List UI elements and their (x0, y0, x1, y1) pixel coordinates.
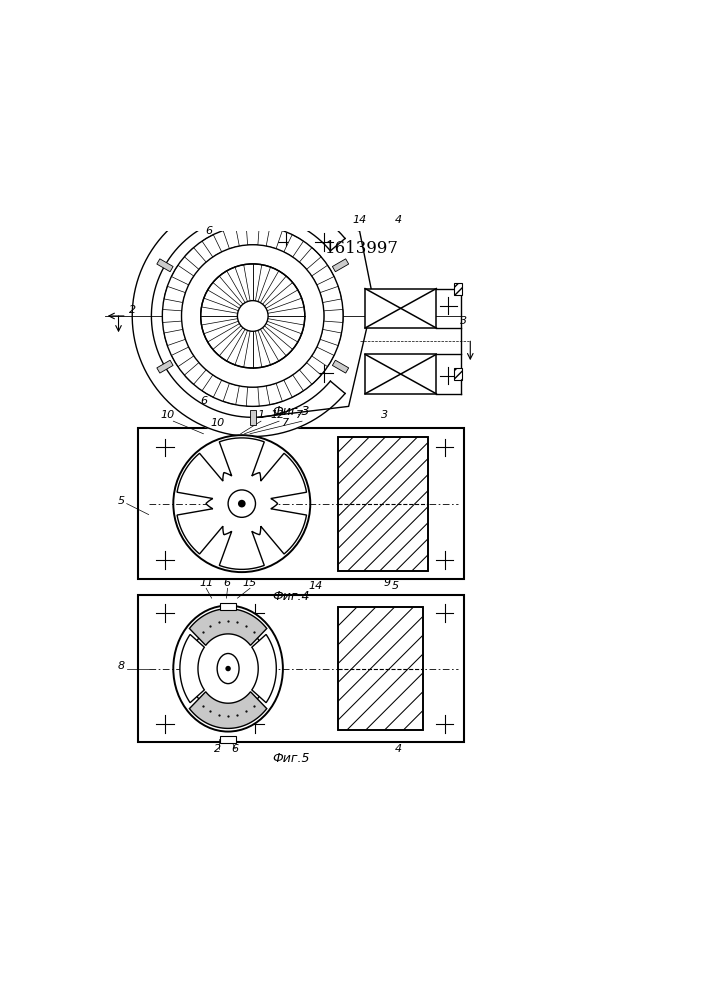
Polygon shape (250, 410, 256, 425)
Polygon shape (246, 387, 259, 406)
Polygon shape (299, 248, 321, 269)
Bar (338, 607, 423, 730)
Polygon shape (284, 235, 303, 257)
Polygon shape (180, 634, 204, 703)
Circle shape (238, 500, 245, 507)
Text: Фиг.4: Фиг.4 (272, 590, 310, 603)
Text: 3: 3 (380, 410, 388, 420)
Polygon shape (177, 438, 307, 569)
Polygon shape (157, 259, 173, 272)
Polygon shape (163, 309, 182, 322)
Polygon shape (132, 195, 345, 437)
Circle shape (238, 301, 268, 331)
Bar (365, 354, 436, 394)
Circle shape (228, 490, 255, 517)
Bar (454, 368, 462, 380)
Ellipse shape (173, 606, 283, 732)
Text: 14: 14 (353, 215, 367, 225)
Polygon shape (312, 347, 334, 367)
Circle shape (201, 264, 305, 368)
Ellipse shape (217, 653, 239, 684)
Polygon shape (267, 227, 282, 249)
Polygon shape (267, 383, 282, 405)
Polygon shape (185, 248, 206, 269)
Text: 6: 6 (232, 744, 239, 754)
Polygon shape (202, 375, 222, 397)
Text: 6: 6 (223, 578, 230, 588)
Text: 8: 8 (117, 661, 125, 671)
Text: 3: 3 (460, 316, 467, 326)
Text: 1613997: 1613997 (325, 240, 399, 257)
Polygon shape (171, 265, 194, 285)
Bar (138, 595, 464, 742)
Polygon shape (157, 360, 173, 373)
Text: 12: 12 (270, 410, 284, 420)
Text: 15: 15 (243, 578, 257, 588)
Text: 5: 5 (117, 496, 125, 506)
Circle shape (173, 435, 310, 572)
Circle shape (182, 245, 324, 387)
Polygon shape (284, 375, 303, 397)
Text: 7: 7 (296, 410, 303, 420)
Text: 6: 6 (200, 396, 207, 406)
Polygon shape (324, 309, 343, 322)
Text: Фиг.3: Фиг.3 (272, 405, 310, 418)
Polygon shape (223, 227, 239, 249)
Polygon shape (332, 259, 349, 272)
Polygon shape (189, 609, 267, 645)
Text: 9: 9 (383, 578, 390, 588)
Text: 2: 2 (129, 305, 136, 315)
Text: 4: 4 (395, 744, 402, 754)
Polygon shape (185, 363, 206, 384)
Bar (138, 428, 464, 579)
Polygon shape (312, 265, 334, 285)
Text: 1: 1 (257, 410, 264, 420)
Text: 10: 10 (160, 410, 175, 420)
Text: 5: 5 (392, 581, 399, 591)
Text: 6: 6 (205, 226, 213, 236)
Text: 14: 14 (309, 581, 323, 591)
Polygon shape (246, 226, 259, 245)
Bar (454, 283, 462, 295)
Polygon shape (189, 692, 267, 728)
Bar (338, 437, 428, 571)
Polygon shape (164, 286, 185, 303)
Polygon shape (202, 235, 222, 257)
Polygon shape (332, 360, 349, 373)
Text: 4: 4 (395, 215, 402, 225)
Bar (338, 607, 423, 730)
Polygon shape (320, 286, 341, 303)
Polygon shape (252, 634, 276, 703)
Ellipse shape (189, 623, 267, 714)
Polygon shape (164, 329, 185, 346)
Text: 11: 11 (199, 578, 214, 588)
Bar (221, 736, 235, 743)
Polygon shape (299, 363, 321, 384)
Bar (338, 437, 428, 571)
Polygon shape (258, 201, 373, 417)
Polygon shape (171, 347, 194, 367)
Text: 10: 10 (210, 418, 224, 428)
Bar (221, 603, 235, 610)
Text: 7: 7 (282, 418, 289, 428)
Circle shape (226, 666, 230, 671)
Polygon shape (320, 329, 341, 346)
Text: 2: 2 (214, 744, 221, 754)
Polygon shape (250, 207, 256, 222)
Bar (365, 289, 436, 328)
Text: Фиг.5: Фиг.5 (272, 752, 310, 765)
Polygon shape (223, 383, 239, 405)
